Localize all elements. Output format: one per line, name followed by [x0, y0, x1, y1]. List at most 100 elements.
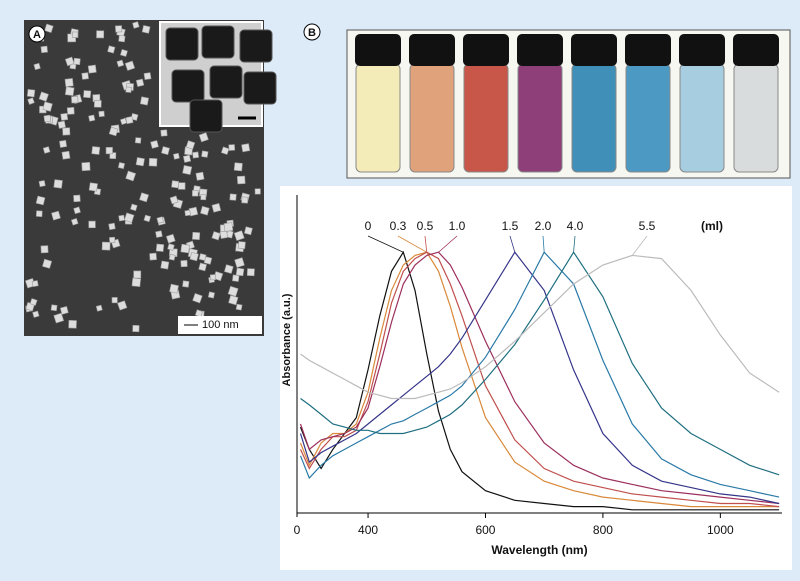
nanocube: [115, 25, 123, 33]
nanocube: [227, 285, 239, 297]
nanocube: [233, 230, 245, 242]
series-label: 0: [365, 219, 372, 233]
nanocube: [40, 245, 49, 254]
nanocube: [171, 69, 205, 103]
nanocube: [111, 297, 118, 304]
nanocube: [132, 21, 140, 29]
nanocube: [64, 56, 75, 67]
chart-background: [280, 186, 792, 570]
vial-cap: [679, 34, 725, 66]
nanocube: [235, 303, 243, 311]
spectrum-line: [299, 250, 780, 511]
nanocube: [44, 23, 54, 33]
nanocube: [150, 140, 159, 149]
nanocube: [184, 209, 191, 217]
nanocube: [83, 90, 92, 99]
nanocube: [180, 243, 190, 254]
x-tick-label: 600: [475, 523, 495, 537]
nanocube: [143, 72, 152, 80]
nanocube: [29, 298, 38, 306]
nanocube: [117, 300, 128, 311]
nanocube: [33, 62, 41, 71]
nanocube: [64, 86, 75, 96]
nanocube: [169, 283, 179, 294]
y-tick-label: 0: [294, 523, 301, 537]
nanocube: [68, 319, 77, 329]
nanocube: [241, 143, 251, 153]
nanocube: [59, 305, 69, 315]
nanocube: [50, 304, 58, 312]
nanocube: [135, 78, 145, 87]
nanocube: [117, 161, 126, 170]
spectrum-line: [299, 251, 780, 505]
nanocube: [43, 114, 52, 123]
nanocube: [185, 140, 196, 150]
nanocube: [201, 150, 209, 158]
nanocube: [149, 252, 157, 261]
nanocube: [198, 132, 209, 143]
scale-label: 100 nm: [202, 319, 239, 331]
vial-body: [625, 63, 671, 173]
series-label: 1.5: [502, 219, 519, 233]
nanocube: [207, 291, 216, 299]
nanocube: [130, 203, 138, 212]
nanocube: [108, 126, 119, 137]
nanocube: [73, 194, 81, 203]
tem-inset: [159, 21, 277, 133]
nanocube: [160, 129, 168, 137]
spectrum-line: [299, 251, 780, 508]
vial-body: [517, 63, 563, 173]
nanocube: [209, 65, 243, 99]
nanocube: [42, 146, 51, 154]
series-label: 1.0: [449, 219, 466, 233]
nanocube: [143, 214, 152, 223]
nanocube: [40, 45, 48, 54]
nanocube: [88, 114, 96, 122]
nanocube: [161, 146, 170, 156]
nanocube: [168, 253, 176, 261]
spectrum-line: [299, 251, 780, 498]
nanocube: [198, 262, 207, 272]
legend-unit: (ml): [701, 219, 723, 233]
nanocube: [192, 190, 199, 197]
chart: 400 600 800 1000 0 Wavelength (nm) Absorbance …: [281, 195, 782, 557]
label-leader: [367, 235, 404, 253]
nanocube: [124, 60, 136, 71]
nanocube: [125, 170, 137, 182]
nanocube: [64, 78, 74, 88]
nanocube: [59, 139, 68, 148]
nanocube: [182, 165, 193, 175]
nanocube: [96, 30, 105, 39]
label-leader: [542, 235, 545, 253]
nanocube: [118, 35, 126, 43]
nanocube: [224, 264, 234, 274]
nanocube: [171, 180, 180, 189]
vial-cap: [517, 34, 563, 66]
nanocube: [73, 206, 81, 215]
vial-cap: [625, 34, 671, 66]
nanocube: [95, 304, 103, 312]
nanocube: [172, 152, 180, 160]
spectrum-line: [300, 254, 780, 400]
label-leader: [397, 235, 427, 253]
nanocube: [93, 99, 102, 108]
nanocube: [243, 71, 277, 105]
nanocube: [192, 293, 203, 304]
nanocube: [105, 147, 113, 155]
nanocube: [239, 29, 273, 63]
nanocube: [132, 324, 140, 333]
nanocube: [81, 162, 91, 172]
series-label: 5.5: [639, 219, 656, 233]
nanocube: [139, 192, 150, 203]
vial-cap: [409, 34, 455, 66]
panel-label: A: [33, 29, 41, 41]
nanocube: [116, 59, 125, 68]
nanocube: [108, 222, 116, 231]
panel-badge: [303, 23, 321, 41]
nanocube: [235, 267, 245, 277]
nanocube: [192, 151, 200, 159]
nanocube: [189, 99, 223, 133]
nanocube: [223, 222, 234, 232]
nanocube: [42, 258, 53, 269]
